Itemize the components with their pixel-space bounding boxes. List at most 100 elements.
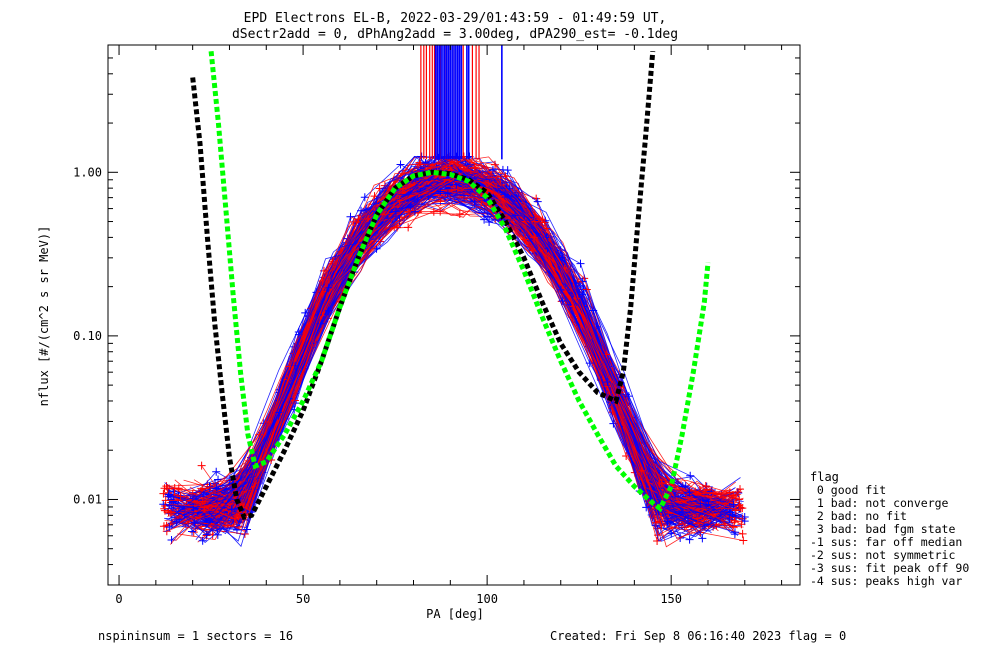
data-point-cross [505,184,514,193]
data-point-cross [693,514,702,523]
data-point-cross [533,197,542,206]
data-point-cross [582,285,591,294]
data-point-cross [734,488,743,497]
data-point-cross [436,187,445,196]
data-point-cross [189,503,198,512]
data-point-cross [170,484,179,493]
data-point-cross [396,160,405,169]
data-point-cross [162,527,171,536]
data-point-cross [404,223,413,232]
data-point-cross [726,508,735,517]
data-point-cross [685,535,694,544]
data-point-cross [738,504,747,513]
data-point-cross [362,205,371,214]
data-point-cross [410,207,419,216]
footer-right: Created: Fri Sep 8 06:16:40 2023 flag = … [550,629,846,643]
data-point-cross [198,484,207,493]
legend-entry: 3 bad: bad fgm state [810,522,955,536]
data-point-cross [360,193,369,202]
data-point-cross [503,166,512,175]
data-point-cross [624,392,633,401]
plot-clipped [159,45,749,548]
chart-title: EPD Electrons EL-B, 2022-03-29/01:43:59 … [244,11,667,26]
plot-frame [107,44,801,586]
data-point-cross [556,285,565,294]
data-point-cross [167,501,176,510]
data-point-cross [322,273,331,282]
data-point-cross [324,306,333,315]
data-point-cross [443,189,452,198]
data-point-cross [738,529,747,538]
data-point-cross [391,207,400,216]
y-tick-label: 1.00 [73,165,102,179]
data-point-cross [642,503,651,512]
data-point-cross [202,530,211,539]
data-point-cross [530,233,539,242]
legend-entry: 2 bad: no fit [810,509,907,523]
legend-entry: 0 good fit [810,483,886,497]
data-point-cross [698,534,707,543]
data-point-cross [653,537,662,546]
axes-layer: 0 50 100 150 0.01 0.10 1.00 [73,44,801,606]
data-point-cross [406,203,415,212]
data-point-cross [735,495,744,504]
data-point-cross [197,461,206,470]
data-point-cross [695,519,704,528]
flux-trace [168,176,707,511]
data-point-cross [730,516,739,525]
flux-trace [193,191,730,520]
data-point-cross [346,212,355,221]
chart-subtitle: dSectr2add = 0, dPhAng2add = 3.00deg, dP… [232,27,678,42]
data-point-cross [354,215,363,224]
data-point-cross [291,361,300,370]
data-point-cross [663,517,672,526]
footer-left: nspininsum = 1 sectors = 16 [98,629,293,643]
x-tick-label: 100 [476,592,498,606]
data-point-cross [602,350,611,359]
y-tick-label: 0.10 [73,329,102,343]
data-point-cross [571,279,580,288]
flux-trace [196,156,737,510]
flux-trace [175,163,705,541]
data-point-cross [455,210,464,219]
data-point-cross [739,536,748,545]
data-point-cross [685,488,694,497]
data-point-cross [725,514,734,523]
data-point-cross [731,506,740,515]
data-point-cross [480,215,489,224]
peak-spikes [420,45,503,160]
data-point-cross [349,217,358,226]
data-point-cross [213,530,222,539]
legend-entry: -4 sus: peaks high var [810,574,962,588]
data-point-cross [198,536,207,545]
data-point-cross [163,484,172,493]
data-point-cross [212,467,221,476]
data-point-cross [622,451,631,460]
legend-entry: -1 sus: far off median [810,535,962,549]
data-point-cross [189,528,198,537]
x-axis-label: PA [deg] [426,607,484,621]
plot-content [159,45,749,548]
data-point-cross [729,491,738,500]
data-point-cross [436,207,445,216]
data-point-cross [436,197,445,206]
data-point-cross [737,520,746,529]
data-point-cross [667,529,676,538]
data-point-cross [740,517,749,526]
data-point-cross [538,215,547,224]
data-point-cross [159,489,168,498]
legend-entry: 1 bad: not converge [810,496,949,510]
legend-title: flag [810,470,839,484]
data-point-cross [691,487,700,496]
y-axis-label: nflux [#/(cm^2 s sr MeV)] [37,226,51,407]
data-point-cross [637,466,646,475]
x-tick-label: 50 [296,592,310,606]
fit-curve-green [208,50,711,513]
data-point-cross [484,179,493,188]
data-point-cross [470,163,479,172]
data-point-cross [445,163,454,172]
data-point-cross [230,514,239,523]
data-point-cross [188,527,197,536]
